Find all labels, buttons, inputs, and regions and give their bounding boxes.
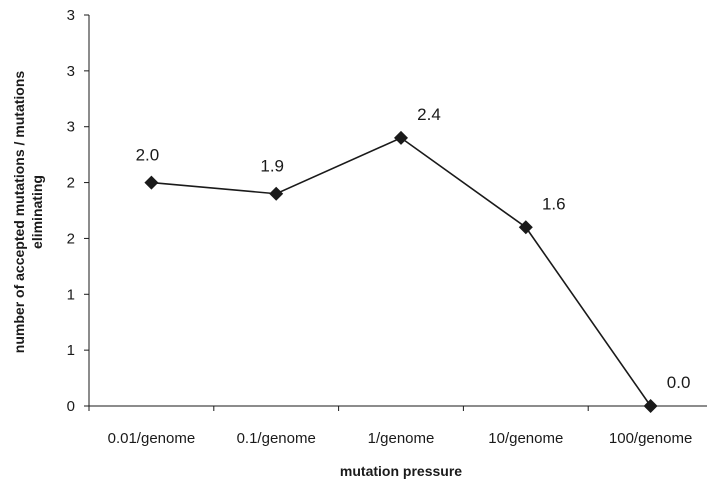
x-tick-label: 10/genome — [488, 430, 563, 447]
axes: 0 1 1 2 2 3 3 3 0.01/genome 0.1/genome 1/genome 10/… — [67, 7, 707, 447]
y-tick-label: 0 — [67, 398, 75, 415]
x-tick-label: 0.1/genome — [237, 430, 316, 447]
data-label: 2.4 — [417, 105, 441, 124]
y-tick-label: 2 — [67, 230, 75, 247]
x-tick-label: 0.01/genome — [108, 430, 196, 447]
series-line-group — [144, 130, 658, 413]
x-tick-label: 1/genome — [368, 430, 435, 447]
data-label: 1.9 — [260, 157, 284, 176]
y-tick-label: 3 — [67, 63, 75, 80]
data-point-marker — [269, 186, 284, 201]
data-point-marker — [518, 220, 533, 235]
y-tick-label: 1 — [67, 342, 75, 359]
data-label: 2.0 — [136, 146, 160, 165]
y-tick-label: 2 — [67, 175, 75, 192]
x-axis-title: mutation pressure — [340, 463, 462, 479]
data-point-marker — [394, 130, 408, 145]
data-labels: 2.0 1.9 2.4 1.6 0.0 — [136, 105, 691, 392]
data-point-marker — [144, 175, 159, 190]
y-tick-label: 3 — [67, 7, 75, 24]
data-label: 0.0 — [667, 373, 691, 392]
series-line — [151, 136, 652, 407]
y-axis-title-line1: number of accepted mutations / mutations — [11, 71, 27, 354]
y-tick-label: 1 — [67, 286, 75, 303]
y-tick-label: 3 — [67, 119, 75, 136]
data-label: 1.6 — [542, 194, 566, 213]
y-axis-title-line2: eliminating — [29, 175, 45, 249]
x-tick-label: 100/genome — [609, 430, 692, 447]
data-point-marker — [643, 399, 658, 413]
